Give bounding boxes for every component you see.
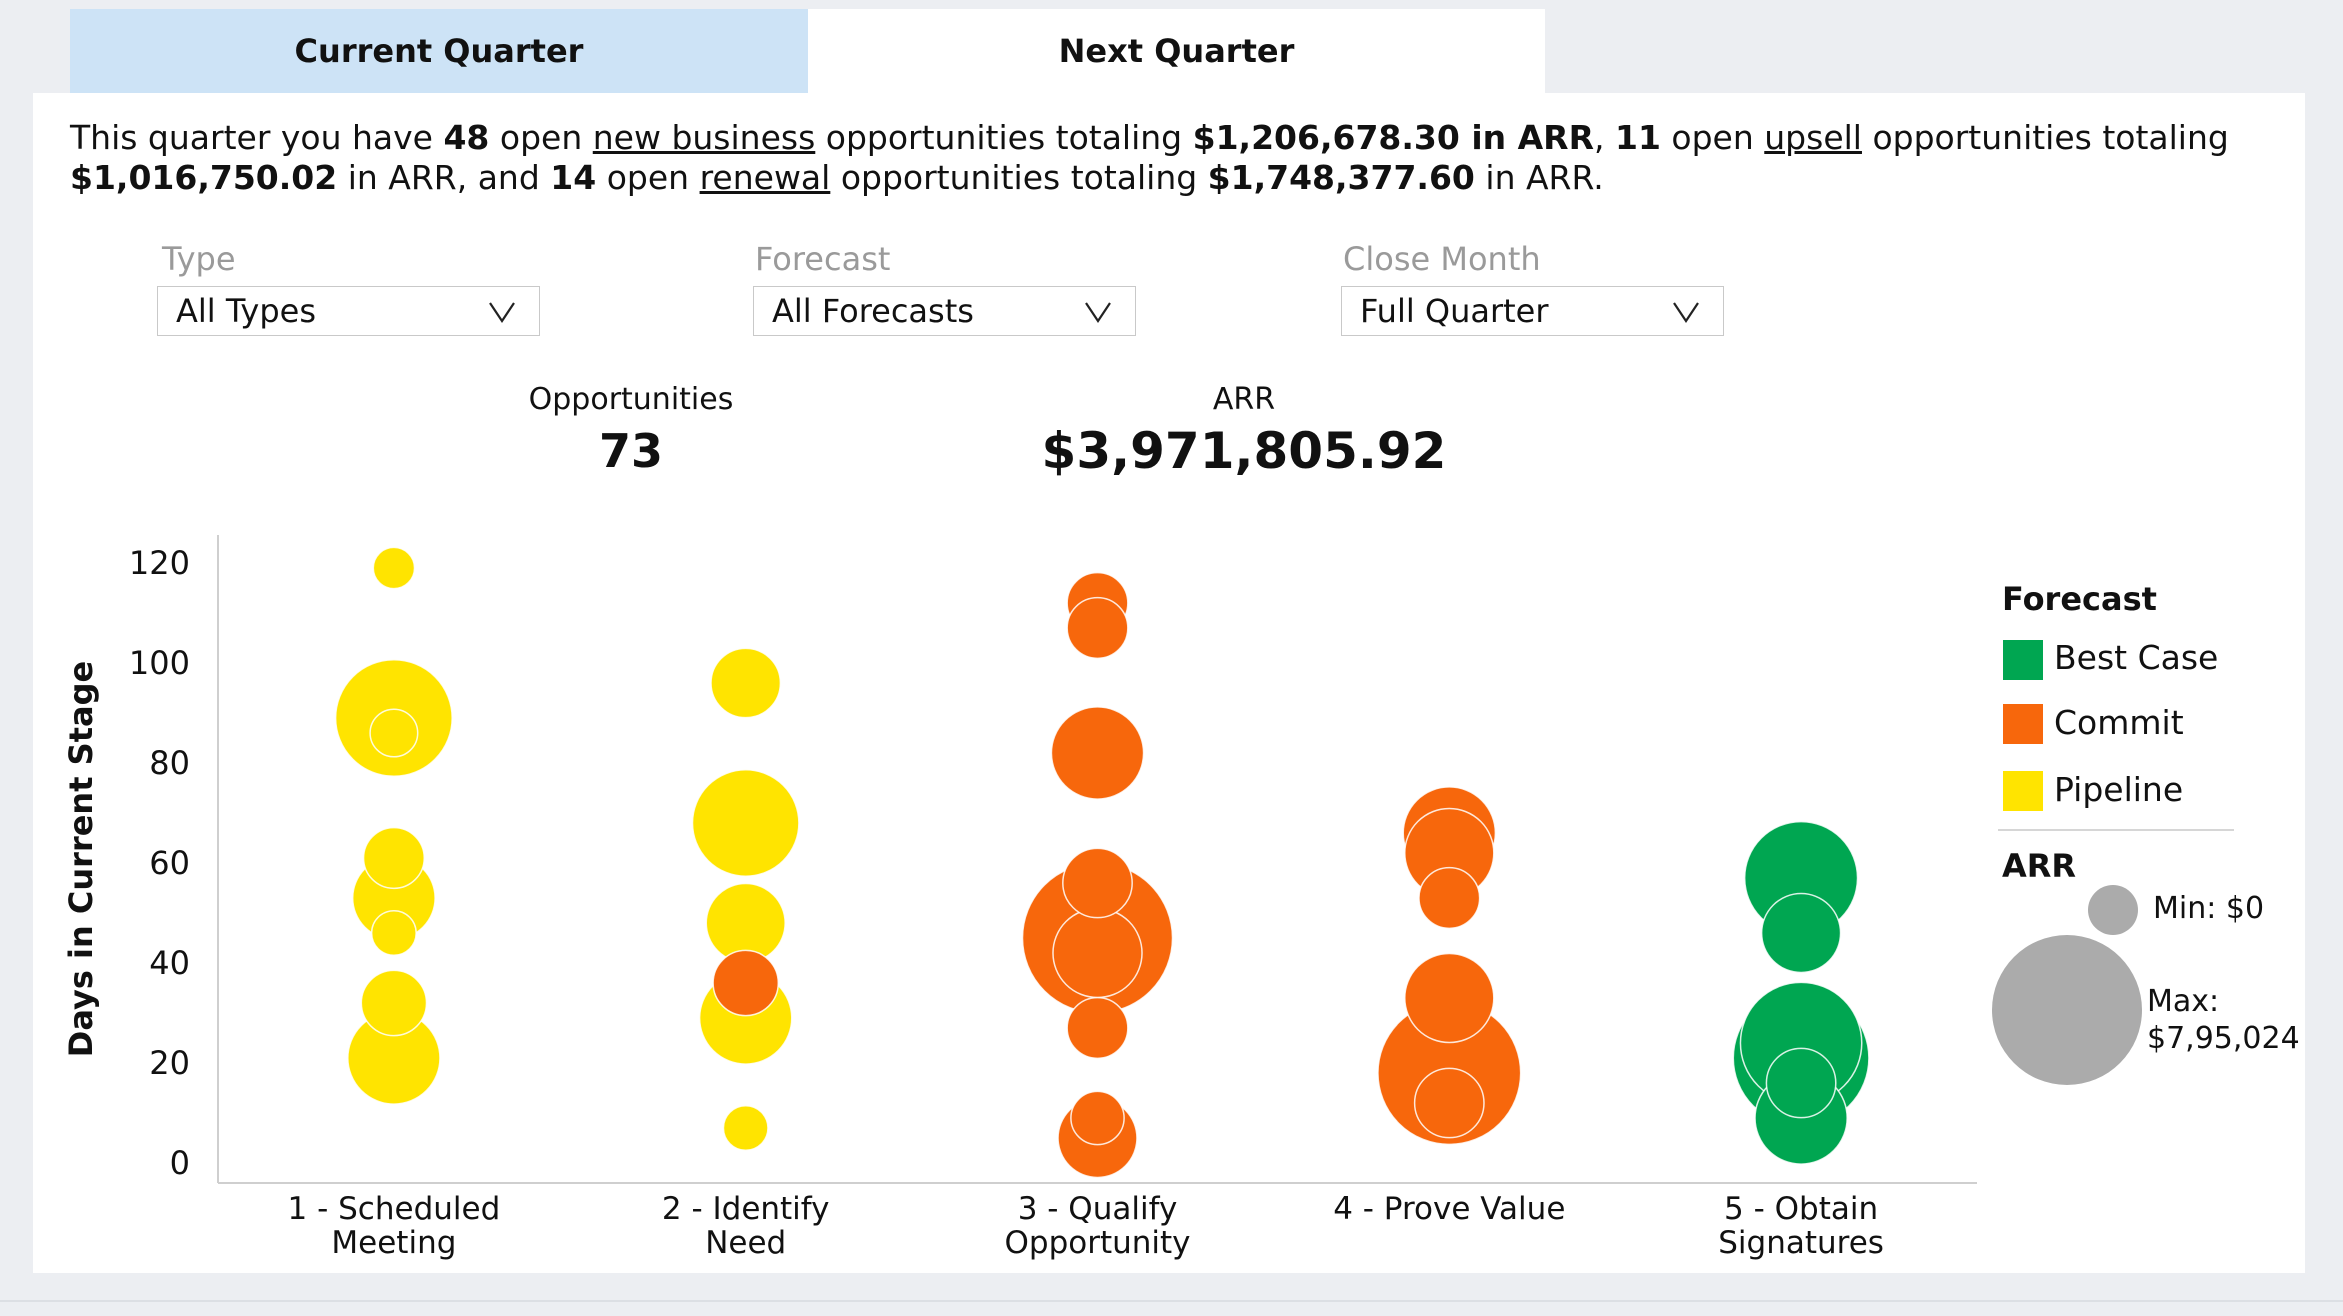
bubble-commit: [1052, 907, 1143, 999]
summary-fragment: opportunities totaling: [1861, 118, 2229, 157]
bubble-pipeline: [370, 909, 417, 957]
x-tick-label: Need: [705, 1225, 786, 1261]
close-month-select[interactable]: Full Quarter: [1341, 286, 1724, 336]
bubble-commit: [712, 949, 780, 1017]
bubble-pipeline: [360, 969, 428, 1037]
plot-area: 0 20 40 60 80 100 120 Days in Current Stage 1 - …: [62, 535, 1977, 1261]
bubble-pipeline: [369, 708, 419, 758]
summary-fragment: in ARR.: [1474, 158, 1604, 197]
new-business-link[interactable]: new business: [592, 118, 816, 157]
size-legend-max-label-line1: Max:: [2147, 984, 2220, 1019]
x-tick-label: Meeting: [331, 1225, 456, 1261]
y-tick-label: 40: [149, 944, 190, 982]
y-axis-title: Days in Current Stage: [62, 661, 100, 1057]
bubble-commit: [1050, 706, 1145, 800]
opportunities-value: 73: [598, 424, 663, 478]
page-bottom-divider: [0, 1300, 2343, 1302]
upsell-link[interactable]: upsell: [1764, 118, 1862, 157]
summary-text: This quarter you have 48 open new busine…: [70, 118, 2250, 198]
bubble-pipeline: [710, 647, 782, 719]
legend-arr-title: ARR: [2002, 847, 2077, 885]
bubble-best-case: [1765, 1047, 1837, 1119]
y-tick-label: 80: [149, 744, 190, 782]
legend-swatch-pipeline[interactable]: [2003, 771, 2043, 811]
legend-label-pipeline[interactable]: Pipeline: [2054, 770, 2184, 809]
summary-fragment: open: [489, 118, 593, 157]
legend-label-best-case[interactable]: Best Case: [2054, 638, 2219, 677]
x-tick-label: Signatures: [1718, 1225, 1884, 1261]
upsell-count: 11: [1614, 118, 1661, 157]
y-tick-label: 20: [149, 1044, 190, 1082]
size-legend-min-label: Min: $0: [2153, 891, 2265, 926]
summary-fragment: This quarter you have: [70, 118, 444, 157]
type-filter-label: Type: [162, 240, 236, 278]
bubble-best-case: [1760, 892, 1842, 974]
renewal-count: 14: [550, 158, 597, 197]
size-legend-min-circle: [2088, 885, 2138, 935]
bubble-pipeline: [372, 546, 416, 590]
x-tick-label: 3 - Qualify: [1018, 1191, 1178, 1227]
bubble-commit: [1413, 1067, 1485, 1139]
forecast-select-value: All Forecasts: [772, 292, 974, 330]
summary-fragment: in ARR, and: [337, 158, 551, 197]
legend-label-commit[interactable]: Commit: [2054, 703, 2184, 742]
arr-value: $3,971,805.92: [1041, 422, 1447, 480]
forecast-filter-label: Forecast: [755, 240, 891, 278]
bubble-pipeline: [722, 1104, 769, 1152]
x-tick-label: 5 - Obtain: [1724, 1191, 1878, 1227]
bubble-pipeline: [362, 826, 425, 890]
bubble-pipeline: [691, 769, 800, 877]
forecast-select[interactable]: All Forecasts: [753, 286, 1136, 336]
close-month-select-value: Full Quarter: [1360, 292, 1549, 330]
bubble-commit: [1070, 1090, 1125, 1146]
bubble-commit: [1404, 952, 1495, 1044]
bubble-commit: [1062, 847, 1133, 919]
size-legend-max-circle: [1992, 935, 2142, 1085]
arr-label: ARR: [1212, 382, 1276, 417]
chevron-down-icon: [1085, 302, 1111, 323]
opportunities-label: Opportunities: [528, 382, 734, 417]
chevron-down-icon: [489, 302, 515, 323]
tab-next-quarter[interactable]: Next Quarter: [808, 9, 1545, 93]
x-tick-label: 2 - Identify: [662, 1191, 830, 1227]
x-tick-label: 1 - Scheduled: [288, 1191, 501, 1227]
summary-fragment: open: [596, 158, 700, 197]
size-legend-max-label-line2: $7,95,024: [2147, 1021, 2300, 1056]
bubble-commit: [1066, 996, 1129, 1060]
tab-current-quarter[interactable]: Current Quarter: [70, 9, 808, 93]
x-tick-label: 4 - Prove Value: [1333, 1191, 1565, 1227]
new-business-total: $1,206,678.30 in ARR: [1192, 118, 1594, 157]
bubble-commit: [1066, 596, 1129, 660]
y-tick-label: 120: [129, 544, 190, 582]
type-select-value: All Types: [176, 292, 317, 330]
y-tick-label: 100: [129, 644, 190, 682]
chevron-down-icon: [1673, 302, 1699, 323]
y-tick-label: 60: [149, 844, 190, 882]
summary-fragment: open: [1660, 118, 1765, 157]
renewal-link[interactable]: renewal: [699, 158, 831, 197]
close-month-filter-label: Close Month: [1343, 240, 1541, 278]
new-business-count: 48: [443, 118, 490, 157]
legend-forecast-title: Forecast: [2002, 580, 2157, 618]
summary-fragment: ,: [1594, 118, 1615, 157]
y-tick-label: 0: [170, 1144, 190, 1182]
bubble-commit: [1418, 866, 1481, 930]
renewal-total: $1,748,377.60: [1207, 158, 1475, 197]
legend-swatch-commit[interactable]: [2003, 704, 2043, 744]
legend-divider: [1998, 829, 2234, 831]
summary-fragment: opportunities totaling: [830, 158, 1208, 197]
summary-fragment: opportunities totaling: [815, 118, 1193, 157]
x-tick-label: Opportunity: [1004, 1225, 1190, 1261]
upsell-total: $1,016,750.02: [70, 158, 338, 197]
size-legend-max-label: Max: $7,95,024: [2147, 983, 2300, 1057]
legend-swatch-best-case[interactable]: [2003, 640, 2043, 680]
type-select[interactable]: All Types: [157, 286, 540, 336]
